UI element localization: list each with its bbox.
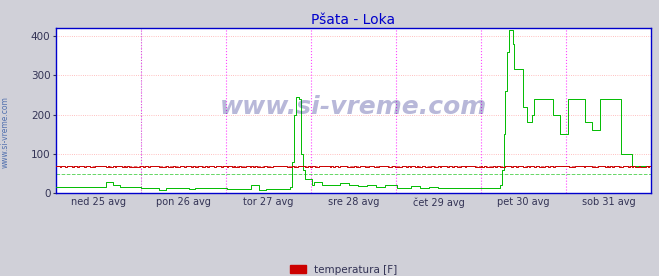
Legend: temperatura [F], pretok[čevelj3/min]: temperatura [F], pretok[čevelj3/min]: [291, 265, 416, 276]
Title: Pšata - Loka: Pšata - Loka: [312, 13, 395, 27]
Text: www.si-vreme.com: www.si-vreme.com: [220, 95, 487, 120]
Text: www.si-vreme.com: www.si-vreme.com: [1, 97, 10, 168]
